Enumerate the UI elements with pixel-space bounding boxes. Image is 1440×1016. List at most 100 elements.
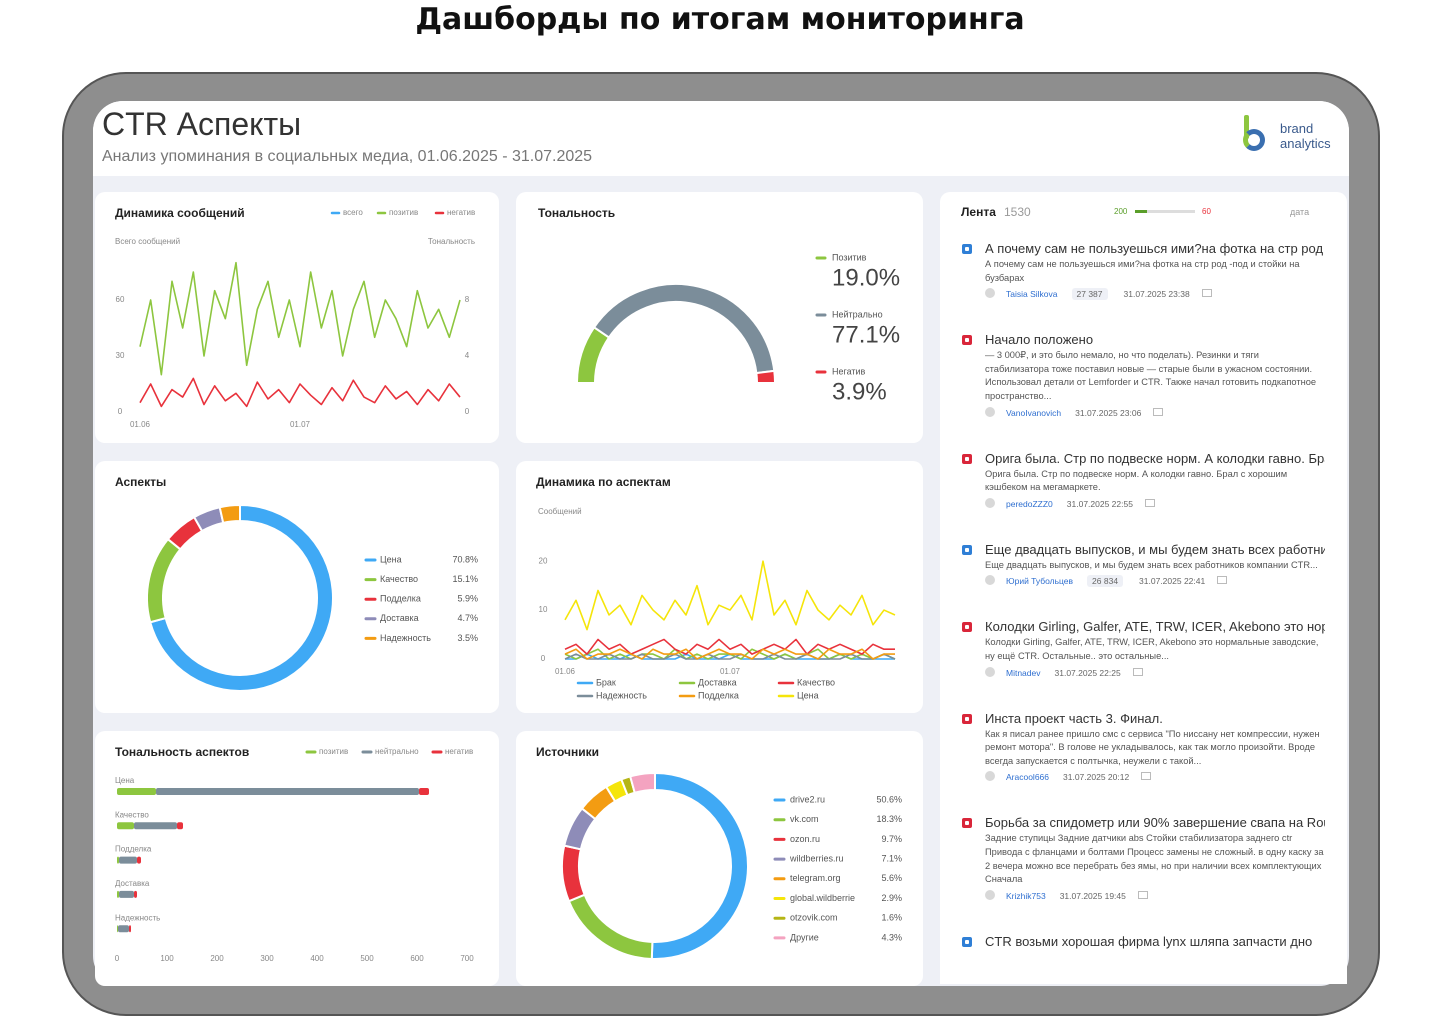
x-tick-label: 400 bbox=[310, 954, 324, 963]
avatar bbox=[985, 406, 995, 417]
line bbox=[564, 638, 895, 655]
legend-value: 77.1% bbox=[832, 321, 900, 348]
legend-label: Цена bbox=[380, 554, 402, 564]
post: Колодки Girling, Galfer, ATE, TRW, ICER,… bbox=[940, 618, 1347, 681]
avatar bbox=[985, 889, 995, 900]
post-text: Орига была. Стр по подвеске норм. А коло… bbox=[985, 468, 1288, 493]
range-min: 200 bbox=[1114, 207, 1128, 216]
bar-segment bbox=[117, 788, 156, 795]
post-meta: Aracool666 31.07.2025 20:12 bbox=[985, 768, 1347, 786]
post-title: CTR возьми хорошая фирма lynx шляпа запч… bbox=[985, 933, 1313, 949]
post-title: Колодки Girling, Galfer, ATE, TRW, ICER,… bbox=[985, 619, 1325, 635]
source-icon bbox=[962, 453, 972, 464]
legend-label: Доставка bbox=[380, 613, 419, 623]
legend-value: 50.6% bbox=[876, 794, 902, 804]
line bbox=[564, 648, 895, 660]
logo-mark bbox=[1244, 115, 1249, 139]
legend-label: telegram.org bbox=[790, 873, 841, 883]
post-text: Еще двадцать выпусков, и мы будем знать … bbox=[985, 559, 1318, 570]
line bbox=[139, 377, 461, 408]
donut-segment bbox=[148, 503, 334, 692]
post-author: VanoIvanovich bbox=[1006, 407, 1062, 418]
donut-segment bbox=[561, 844, 586, 903]
range-max: 60 bbox=[1202, 207, 1211, 216]
range-slider[interactable] bbox=[1135, 210, 1195, 213]
x-tick-label: 300 bbox=[260, 954, 274, 963]
mail-icon bbox=[1201, 289, 1212, 298]
category-label: Подделка bbox=[115, 845, 152, 854]
legend-value: 5.9% bbox=[457, 594, 478, 604]
legend-label: drive2.ru bbox=[790, 794, 825, 804]
donut-segment bbox=[567, 893, 654, 960]
y2-tick-label: 0 bbox=[465, 407, 470, 416]
legend-value: 4.7% bbox=[457, 613, 478, 623]
post: Борьба за спидометр или 90% завершение с… bbox=[940, 814, 1347, 904]
donut-segment bbox=[628, 771, 656, 794]
chart-title: Источники bbox=[536, 745, 599, 759]
post-meta: Krizhik753 31.07.2025 19:45 bbox=[985, 887, 1347, 905]
chart-title: Тональность аспектов bbox=[115, 745, 249, 759]
post-meta: peredoZZZ0 31.07.2025 22:55 bbox=[985, 495, 1347, 513]
legend-label: всего bbox=[343, 208, 363, 217]
post-author: Taisia Silkova bbox=[1006, 289, 1058, 300]
bar-segment bbox=[177, 822, 183, 830]
sort-select[interactable]: дата bbox=[1290, 207, 1310, 217]
y-tick-label: 30 bbox=[116, 351, 125, 360]
gauge-segment bbox=[575, 325, 611, 384]
source-icon bbox=[962, 818, 972, 829]
x-tick-label: 0 bbox=[115, 954, 120, 963]
legend-value: 70.8% bbox=[452, 554, 478, 564]
chart: Динамика сообщений Всего сообщений Тональн… bbox=[115, 206, 475, 429]
bar-segment bbox=[117, 856, 119, 864]
post-date: 31.07.2025 23:38 bbox=[1123, 289, 1190, 300]
y-tick-label: 0 bbox=[541, 654, 546, 663]
avatar bbox=[985, 666, 995, 677]
post-reach: 26 834 bbox=[1087, 575, 1124, 588]
legend-label: vk.com bbox=[790, 814, 819, 824]
bar-segment bbox=[134, 822, 177, 830]
panel: Динамика по аспектам Сообщений 0 10 20 01.06 0… bbox=[516, 461, 923, 713]
post-title: Еще двадцать выпусков, и мы будем знать … bbox=[985, 541, 1325, 557]
post: А почему сам не пользуешься ими?на фотка… bbox=[940, 240, 1347, 303]
bar-segment bbox=[419, 788, 429, 795]
post-author: peredoZZZ0 bbox=[1006, 498, 1053, 509]
chart-title: Динамика по аспектам bbox=[536, 475, 671, 489]
bar-segment bbox=[118, 925, 129, 933]
legend-value: 5.6% bbox=[881, 873, 902, 883]
x-tick-label: 01.07 bbox=[290, 420, 311, 429]
legend-value: 2.9% bbox=[881, 893, 902, 903]
legend-label: Качество bbox=[380, 574, 418, 584]
mail-icon bbox=[1144, 498, 1155, 507]
post-author: Krizhik753 bbox=[1006, 890, 1046, 901]
source-icon bbox=[962, 335, 972, 346]
mail-icon bbox=[1217, 576, 1228, 585]
post-reach: 27 387 bbox=[1071, 288, 1108, 301]
legend-value: 4.3% bbox=[881, 932, 902, 942]
post: Инста проект часть 3. Финал. Как я писал … bbox=[940, 710, 1347, 787]
post-date: 31.07.2025 22:25 bbox=[1054, 667, 1121, 678]
source-icon bbox=[962, 936, 972, 947]
panel: Тональность аспектов позитив нейтрально нег… bbox=[95, 731, 499, 986]
bar-segment bbox=[156, 788, 419, 795]
post-list: А почему сам не пользуешься ими?на фотка… bbox=[940, 240, 1347, 979]
y-tick-label: 10 bbox=[539, 605, 548, 614]
chart: Источники drive2.ru 50.6% vk.com 18.3% ozon.r… bbox=[536, 745, 902, 960]
x-tick-label: 01.06 bbox=[130, 420, 151, 429]
mail-icon bbox=[1141, 772, 1152, 781]
post: CTR возьми хорошая фирма lynx шляпа запч… bbox=[940, 933, 1347, 951]
dashboard-title: CTR Аспекты bbox=[102, 106, 302, 142]
post-text: Колодки Girling, Galfer, ATE, TRW, ICER,… bbox=[985, 637, 1319, 661]
chart: Тональность Позитив 19.0% Нейтрально 77.1% Не… bbox=[538, 206, 900, 405]
post-author: Юрий Тубольцев bbox=[1006, 576, 1074, 587]
y-tick-label: 60 bbox=[116, 295, 125, 304]
chart-title: Тональность bbox=[538, 206, 615, 220]
legend-label: Доставка bbox=[698, 677, 737, 687]
x-tick-label: 100 bbox=[160, 954, 174, 963]
legend-label: Нейтрально bbox=[832, 309, 883, 319]
post-author: Mitnadev bbox=[1006, 667, 1041, 678]
gauge-segment bbox=[592, 283, 776, 375]
line bbox=[139, 261, 461, 376]
gauge-segment bbox=[755, 369, 777, 384]
bar-segment bbox=[117, 822, 134, 830]
